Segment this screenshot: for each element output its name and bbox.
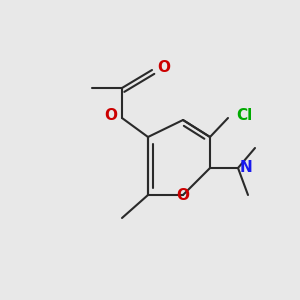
- Text: Cl: Cl: [236, 109, 252, 124]
- Text: O: O: [176, 188, 190, 203]
- Text: O: O: [104, 109, 117, 124]
- Text: O: O: [157, 59, 170, 74]
- Text: N: N: [240, 160, 253, 175]
